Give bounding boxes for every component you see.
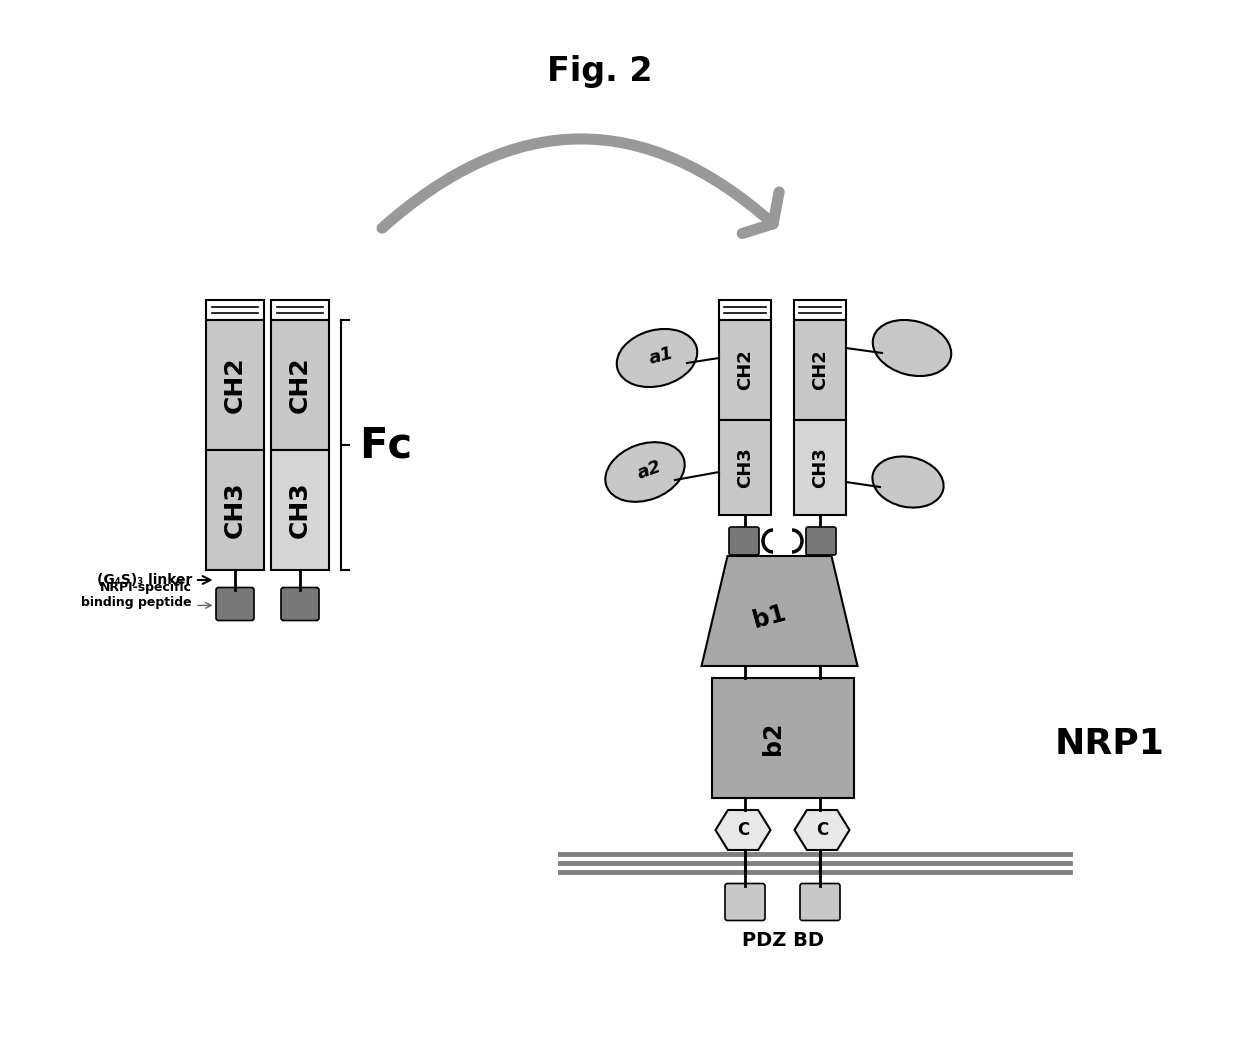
Bar <box>272 320 329 450</box>
Bar <box>206 320 264 450</box>
Bar <box>272 450 329 570</box>
Text: NRPI-specific
binding peptide: NRPI-specific binding peptide <box>82 581 192 609</box>
Text: C: C <box>737 821 749 839</box>
Text: CH3: CH3 <box>737 447 754 488</box>
Text: b2: b2 <box>760 721 785 755</box>
Ellipse shape <box>873 320 951 376</box>
Text: a1: a1 <box>647 344 676 367</box>
Text: CH2: CH2 <box>737 350 754 391</box>
Text: CH2: CH2 <box>223 357 247 414</box>
Text: CH3: CH3 <box>288 482 312 538</box>
Polygon shape <box>795 810 849 850</box>
Text: b1: b1 <box>750 601 789 632</box>
Polygon shape <box>715 810 770 850</box>
FancyBboxPatch shape <box>729 527 759 555</box>
Text: CH2: CH2 <box>811 350 830 391</box>
Text: CH2: CH2 <box>288 357 312 414</box>
Text: CH3: CH3 <box>223 482 247 538</box>
FancyBboxPatch shape <box>281 587 319 621</box>
Ellipse shape <box>605 442 684 502</box>
FancyBboxPatch shape <box>725 884 765 920</box>
Polygon shape <box>702 556 858 666</box>
Ellipse shape <box>873 456 944 508</box>
Bar <box>272 300 329 320</box>
FancyBboxPatch shape <box>806 527 836 555</box>
Text: (G₄S)₃ linker: (G₄S)₃ linker <box>97 573 192 587</box>
Text: Fc: Fc <box>360 424 413 466</box>
Bar <box>206 450 264 570</box>
Bar <box>794 320 846 420</box>
Text: CH3: CH3 <box>811 447 830 488</box>
Bar <box>206 300 264 320</box>
Bar <box>719 320 771 420</box>
Bar <box>719 420 771 515</box>
FancyBboxPatch shape <box>216 587 254 621</box>
Text: NRP1: NRP1 <box>1055 727 1164 761</box>
Bar <box>794 300 846 320</box>
Ellipse shape <box>616 329 697 387</box>
Bar <box>794 420 846 515</box>
Text: C: C <box>816 821 828 839</box>
Text: a2: a2 <box>635 458 665 483</box>
Bar <box>719 300 771 320</box>
FancyBboxPatch shape <box>800 884 839 920</box>
Bar <box>712 678 853 798</box>
Text: PDZ BD: PDZ BD <box>742 931 823 950</box>
Text: Fig. 2: Fig. 2 <box>547 55 652 88</box>
